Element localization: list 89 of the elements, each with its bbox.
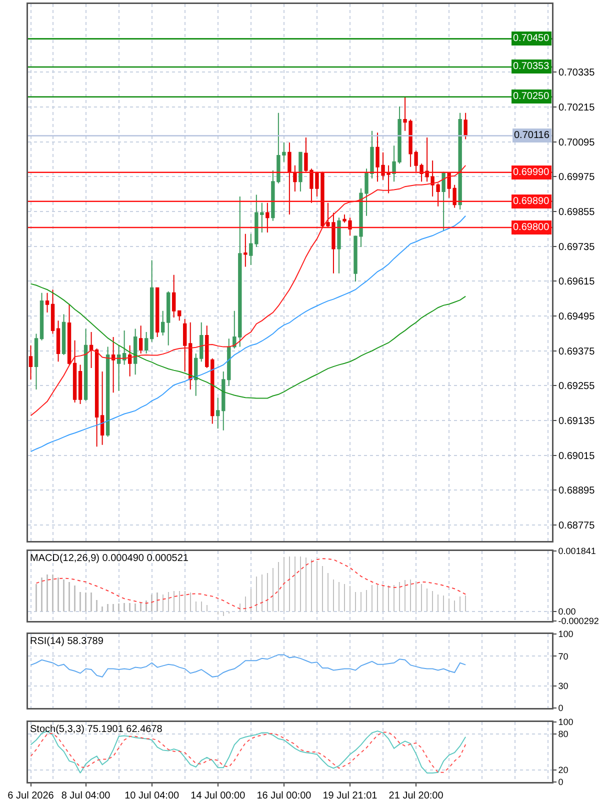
y-tick-label: 70 (558, 651, 568, 662)
chart-title: Stoch(5,3,3) 75.1901 62.4678 (30, 724, 163, 735)
candlestick (244, 233, 248, 268)
candlestick (56, 320, 60, 362)
candlestick (205, 325, 209, 368)
ref-line-label: 0.69990 (513, 167, 550, 178)
line-series (30, 215, 466, 452)
y-tick-label: 30 (558, 680, 568, 691)
candlestick (150, 260, 154, 342)
y-tick-label: 0.70335 (558, 68, 596, 79)
candlestick (78, 364, 82, 404)
candlestick (293, 164, 297, 192)
candlestick (161, 310, 165, 336)
candlestick (28, 344, 33, 380)
candlestick (94, 348, 99, 448)
candlestick (40, 292, 44, 341)
candlestick (200, 322, 204, 362)
candlestick (183, 318, 187, 372)
y-tick-label: 0 (558, 777, 564, 788)
candlestick (50, 289, 55, 334)
x-tick-label: 19 Jul 21:01 (322, 790, 378, 802)
y-tick-label: 0.69855 (558, 207, 596, 218)
candlestick (111, 336, 116, 394)
x-tick-label: 10 Jul 04:00 (124, 790, 180, 802)
y-tick-label: 0.69135 (558, 416, 596, 428)
candlestick (216, 397, 220, 430)
y-tick-label: 100 (558, 717, 574, 728)
candlestick (138, 325, 143, 354)
y-tick-label: 0.69375 (558, 346, 596, 358)
candlestick (337, 217, 341, 274)
candlestick (464, 112, 468, 140)
candlestick (67, 304, 72, 366)
candlestick (458, 112, 462, 210)
candlestick (89, 332, 94, 368)
x-tick-label: 14 Jul 00:00 (190, 790, 246, 802)
candlestick (106, 346, 110, 438)
line-series (30, 654, 466, 678)
y-tick-label: 0.69255 (558, 381, 596, 392)
candlestick (144, 332, 148, 354)
y-tick-label: 0.70095 (558, 137, 596, 148)
y-tick-label: 0.69735 (558, 242, 596, 253)
candlestick (266, 202, 270, 233)
y-tick-label: 0.70215 (558, 102, 596, 114)
ref-line-label: 0.69800 (513, 222, 550, 233)
ref-line-label: 0.69890 (513, 196, 550, 207)
y-tick-label: 0.69015 (558, 450, 596, 462)
candlestick (188, 322, 192, 390)
chart-title: RSI(14) 58.3789 (30, 636, 104, 647)
ref-line-label: 0.70116 (514, 130, 550, 141)
candlestick (210, 358, 214, 424)
y-tick-label: 0.69615 (558, 276, 596, 288)
x-tick-label: 6 Jul 2026 (8, 790, 54, 802)
chart-title: MACD(12,26,9) 0.000490 0.000521 (30, 553, 189, 564)
x-tick-label: 8 Jul 04:00 (61, 790, 111, 802)
candlestick (116, 344, 121, 392)
y-tick-label: 80 (558, 729, 568, 740)
candlestick (45, 292, 50, 314)
candlestick (178, 310, 182, 322)
x-tick-label: 21 Jul 20:00 (388, 790, 444, 802)
candlestick (128, 344, 132, 377)
candlestick (34, 333, 38, 390)
candlestick (156, 287, 160, 338)
candlestick (72, 340, 77, 404)
y-tick-label: 0.001841 (558, 546, 596, 556)
y-tick-label: 20 (558, 765, 568, 776)
candlestick (172, 274, 176, 318)
candlestick (100, 370, 104, 446)
candlestick (442, 171, 446, 232)
candlestick (122, 330, 126, 366)
y-tick-label: 0.68895 (558, 486, 596, 497)
ref-line-label: 0.70250 (513, 91, 550, 102)
candlestick (298, 152, 302, 192)
candlestick (133, 328, 138, 376)
ref-line-label: 0.70450 (513, 33, 550, 44)
candlestick (84, 328, 88, 402)
y-tick-label: 0.68775 (558, 520, 596, 532)
y-tick-label: 0.69495 (558, 312, 596, 323)
y-tick-label: 0.00 (558, 606, 576, 617)
y-tick-label: 0.69975 (558, 172, 596, 184)
candlestick (288, 142, 292, 215)
candlestick (194, 352, 198, 396)
y-tick-label: 0 (558, 703, 564, 714)
line-series (30, 283, 466, 399)
x-tick-label: 16 Jul 00:00 (256, 790, 312, 802)
ref-line-label: 0.70353 (513, 61, 550, 72)
y-tick-label: 100 (558, 629, 574, 640)
candlestick (62, 314, 66, 356)
candlestick (166, 290, 170, 346)
y-tick-label: -0.000292 (558, 616, 599, 626)
